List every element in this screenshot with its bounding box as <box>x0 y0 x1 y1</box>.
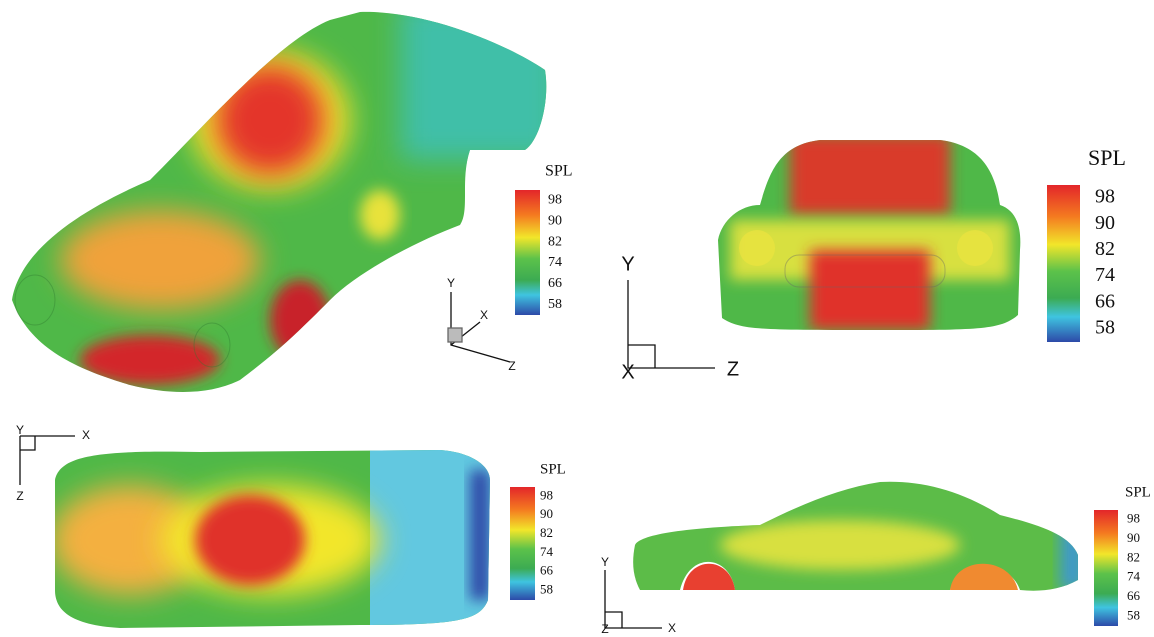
colorbar-tick-label: 58 <box>1127 607 1140 622</box>
axis-label: Z <box>16 489 23 503</box>
axis-triads <box>19 280 715 629</box>
colorbar-tick-label: 58 <box>548 297 562 312</box>
colorbar-tick-label: 74 <box>540 544 554 559</box>
car-top <box>55 450 490 628</box>
colorbar-tick-label: 98 <box>540 487 553 502</box>
colorbar-tick-label: 98 <box>1095 186 1115 208</box>
colorbar-tick-label: 98 <box>1127 511 1140 526</box>
axis-label: Y <box>16 423 24 437</box>
colorbar-tick-label: 66 <box>540 563 554 578</box>
colorbar-tick-label: 66 <box>1095 290 1115 312</box>
colorbar-tick-label: 90 <box>1095 212 1115 234</box>
legends: SPL 98 90 82 74 66 58 SPL 98 90 82 74 66 58 SPL 98 90 82 7… <box>510 145 1151 626</box>
colorbar <box>510 487 535 600</box>
colorbar-tick-label: 58 <box>1095 317 1115 339</box>
axis-label: Z <box>508 359 515 373</box>
colorbar-tick-label: 82 <box>1127 549 1140 564</box>
axis-label: Z <box>727 358 739 380</box>
colorbar-tick-label: 82 <box>540 525 553 540</box>
axis-label: X <box>480 308 488 322</box>
colorbar-title: SPL <box>540 461 566 477</box>
axis-label: X <box>621 361 634 383</box>
colorbar-tick-label: 82 <box>1095 238 1115 260</box>
colorbar-tick-label: 58 <box>540 582 553 597</box>
colorbar-tick-label: 82 <box>548 234 562 249</box>
colorbar <box>1094 510 1118 626</box>
axis-label: Y <box>447 276 455 290</box>
colorbar-title: SPL <box>1088 145 1126 170</box>
colorbar-tick-label: 90 <box>540 506 553 521</box>
axis-label: X <box>82 428 90 442</box>
colorbar-title: SPL <box>1125 484 1151 500</box>
colorbar <box>515 190 540 315</box>
axis-label: X <box>668 621 676 635</box>
colorbar-tick-label: 90 <box>548 213 562 228</box>
colorbar-tick-label: 66 <box>1127 588 1141 603</box>
colorbar-tick-label: 74 <box>548 255 562 270</box>
axis-label: Z <box>601 622 608 636</box>
colorbar-tick-label: 66 <box>548 276 562 291</box>
colorbar-tick-label: 90 <box>1127 530 1140 545</box>
colorbar-tick-label: 98 <box>548 193 562 208</box>
colorbar-title: SPL <box>545 163 573 180</box>
axis-label: Y <box>621 253 634 275</box>
colorbar <box>1047 185 1080 342</box>
axis-label: Y <box>601 555 609 569</box>
car-iso <box>12 11 547 392</box>
colorbar-tick-label: 74 <box>1127 569 1141 584</box>
colorbar-tick-label: 74 <box>1095 264 1115 286</box>
